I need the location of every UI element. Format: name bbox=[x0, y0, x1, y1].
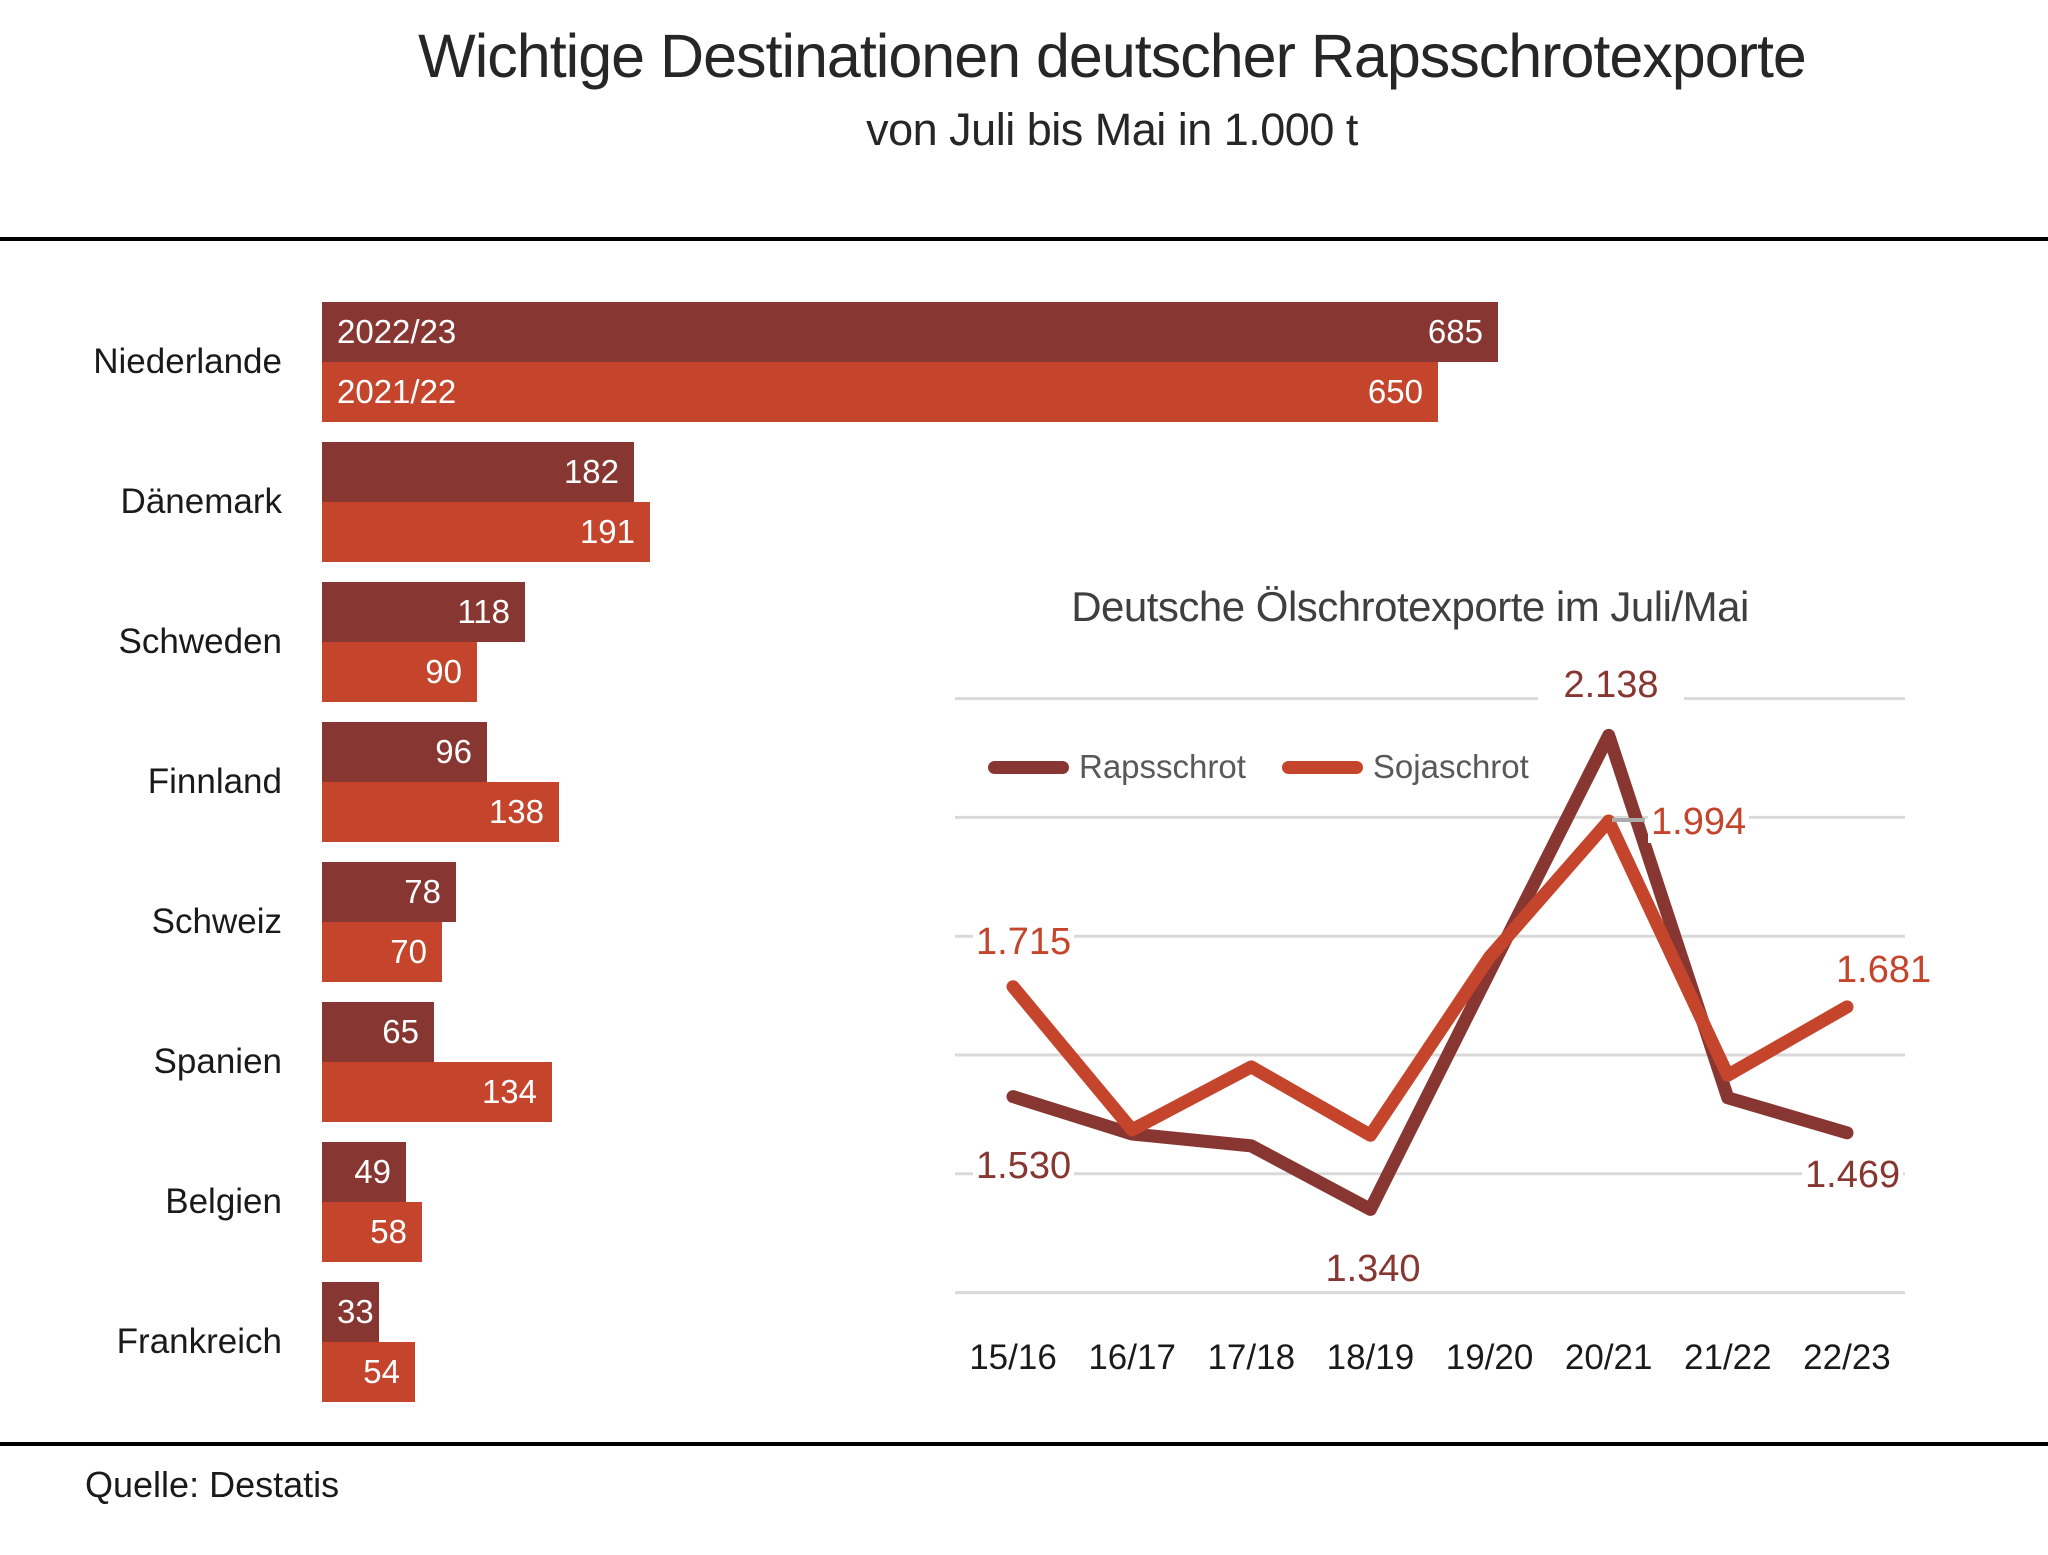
bar-2021-22-frankreich: 54 bbox=[322, 1342, 415, 1402]
bar-2022-23-belgien: 49 bbox=[322, 1142, 406, 1202]
bar-row-label-schweden: Schweden bbox=[118, 622, 282, 661]
bar-value-label: 650 bbox=[1367, 373, 1423, 410]
x-axis-label-15-16: 15/16 bbox=[969, 1338, 1057, 1377]
rapsschrot-line-swatch-icon bbox=[988, 760, 1069, 774]
bar-row-label-dänemark: Dänemark bbox=[120, 482, 282, 521]
bottom-divider-line bbox=[0, 1442, 2048, 1446]
bar-row-label-schweiz: Schweiz bbox=[151, 902, 282, 941]
bar-row-label-niederlande: Niederlande bbox=[93, 342, 282, 381]
data-label-rapsschrot-22-23: 1.469 bbox=[1802, 1155, 1904, 1196]
page-title: Wichtige Destinationen deutscher Rapssch… bbox=[418, 22, 1807, 90]
bar-value-label: 685 bbox=[1427, 313, 1483, 350]
bar-value-label: 78 bbox=[404, 873, 441, 910]
data-label-sojaschrot-22-23: 1.681 bbox=[1833, 950, 1935, 991]
bar-2021-22-spanien: 134 bbox=[322, 1062, 552, 1122]
data-label-sojaschrot-20-21: 1.994 bbox=[1648, 802, 1750, 843]
data-label-rapsschrot-20-21: 2.138 bbox=[1538, 665, 1684, 706]
x-axis-label-22-23: 22/23 bbox=[1803, 1338, 1891, 1377]
legend-item-rapsschrot: Rapsschrot bbox=[988, 748, 1246, 786]
data-label-rapsschrot-18-19: 1.340 bbox=[1300, 1249, 1446, 1290]
x-axis-label-21-22: 21/22 bbox=[1684, 1338, 1772, 1377]
bar-row-label-belgien: Belgien bbox=[165, 1182, 282, 1221]
bar-2022-23-frankreich: 33 bbox=[322, 1282, 379, 1342]
legend-item-sojaschrot: Sojaschrot bbox=[1281, 748, 1529, 786]
header: Wichtige Destinationen deutscher Rapssch… bbox=[0, 24, 2048, 156]
bar-2021-22-schweiz: 70 bbox=[322, 922, 442, 982]
line-sojaschrot bbox=[1006, 814, 1854, 1142]
bar-2021-22-niederlande: 2021/22 650 bbox=[322, 362, 1438, 422]
line-chart-title: Deutsche Ölschrotexporte im Juli/Mai bbox=[1071, 583, 1749, 630]
bar-value-label: 65 bbox=[382, 1013, 419, 1050]
series-label: 2021/22 bbox=[337, 373, 457, 410]
series-label: 2022/23 bbox=[337, 313, 457, 350]
bar-2021-22-schweden: 90 bbox=[322, 642, 477, 702]
bar-value-label: 134 bbox=[481, 1073, 537, 1110]
x-axis-label-19-20: 19/20 bbox=[1445, 1338, 1534, 1377]
bar-value-label: 70 bbox=[390, 933, 427, 970]
bar-value-label: 182 bbox=[563, 453, 619, 490]
bar-value-label: 33 bbox=[337, 1293, 374, 1330]
bar-2022-23-dänemark: 182 bbox=[322, 442, 634, 502]
bar-2022-23-schweiz: 78 bbox=[322, 862, 456, 922]
bar-value-label: 191 bbox=[579, 513, 635, 550]
legend-label-rapsschrot: Rapsschrot bbox=[1079, 748, 1246, 785]
bar-2021-22-dänemark: 191 bbox=[322, 502, 650, 562]
bar-2022-23-schweden: 118 bbox=[322, 582, 525, 642]
bar-value-label: 58 bbox=[370, 1213, 407, 1250]
page-subtitle: von Juli bis Mai in 1.000 t bbox=[866, 104, 1358, 156]
bar-2022-23-spanien: 65 bbox=[322, 1002, 434, 1062]
bar-value-label: 118 bbox=[457, 593, 510, 630]
bar-2022-23-niederlande: 2022/23 685 bbox=[322, 302, 1498, 362]
legend-label-sojaschrot: Sojaschrot bbox=[1372, 748, 1529, 785]
sojaschrot-line-swatch-icon bbox=[1281, 760, 1363, 774]
source-note: Quelle: Destatis bbox=[85, 1464, 340, 1505]
data-label-sojaschrot-15-16: 1.715 bbox=[973, 922, 1075, 963]
bar-value-label: 90 bbox=[425, 653, 462, 690]
bar-value-label: 49 bbox=[354, 1153, 391, 1190]
data-label-rapsschrot-15-16: 1.530 bbox=[973, 1146, 1075, 1187]
bar-row-label-spanien: Spanien bbox=[153, 1042, 282, 1081]
x-axis-label-18-19: 18/19 bbox=[1326, 1338, 1415, 1377]
bar-value-label: 138 bbox=[488, 793, 544, 830]
bar-row-label-frankreich: Frankreich bbox=[116, 1322, 282, 1361]
bar-2021-22-finnland: 138 bbox=[322, 782, 559, 842]
top-divider-line bbox=[0, 237, 2048, 241]
x-axis-label-16-17: 16/17 bbox=[1088, 1338, 1176, 1377]
bar-row-label-finnland: Finnland bbox=[147, 762, 282, 801]
x-axis-label-20-21: 20/21 bbox=[1564, 1338, 1653, 1377]
bar-2022-23-finnland: 96 bbox=[322, 722, 487, 782]
bar-value-label: 96 bbox=[435, 733, 472, 770]
line-chart-legend: Rapsschrot Sojaschrot bbox=[988, 748, 1529, 786]
x-axis-label-17-18: 17/18 bbox=[1207, 1338, 1296, 1377]
bar-2021-22-belgien: 58 bbox=[322, 1202, 422, 1262]
bar-value-label: 54 bbox=[363, 1353, 400, 1390]
